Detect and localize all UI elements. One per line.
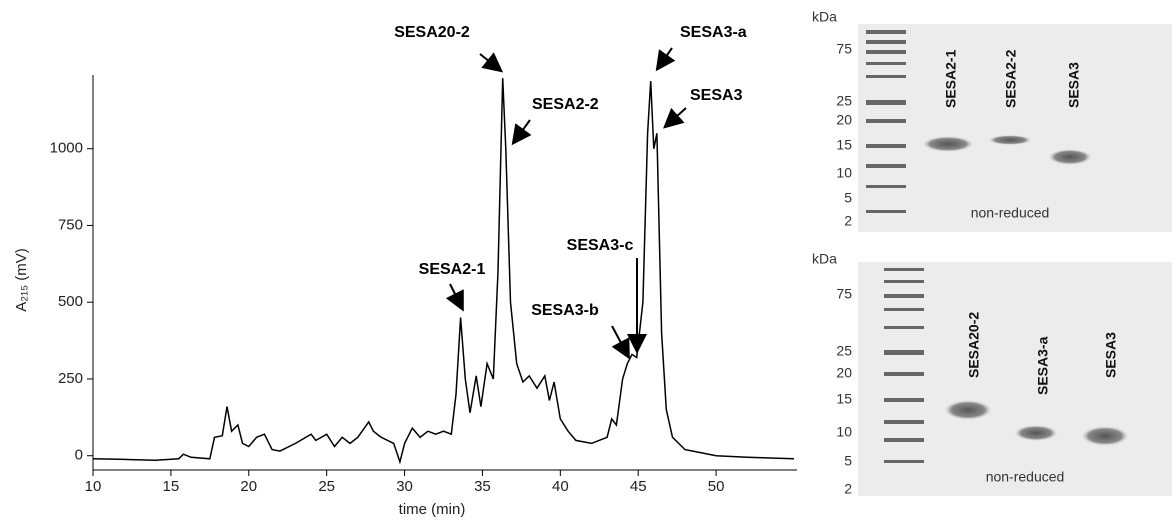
band [922, 136, 974, 152]
x-tick-label: 40 [552, 478, 569, 495]
ladder-label: 15 [836, 391, 852, 407]
annotation: SESA20-2 [394, 24, 470, 41]
lane-label: SESA20-2 [966, 312, 982, 378]
x-tick-label: 50 [708, 478, 725, 495]
y-tick-label: 0 [75, 447, 83, 464]
lane-label: SESA2-1 [943, 49, 959, 108]
annotation: SESA2-2 [532, 96, 599, 113]
annotation: SESA3-b [531, 302, 599, 319]
lane-label: SESA3 [1066, 62, 1082, 108]
ladder-label: 5 [844, 453, 852, 469]
x-tick-label: 45 [630, 478, 647, 495]
ladder-label: 20 [836, 112, 852, 128]
ladder-label: 75 [836, 286, 852, 302]
arrow [655, 47, 676, 72]
gel-unit: kDa [812, 9, 837, 25]
ladder-label: 25 [836, 343, 852, 359]
ladder-label: 75 [836, 41, 852, 57]
gel-note: non-reduced [971, 205, 1050, 221]
arrow [479, 52, 504, 73]
lane-label: SESA3-a [1035, 336, 1051, 395]
ladder-label: 2 [844, 213, 852, 229]
gel [858, 24, 1172, 232]
lane-label: SESA3 [1103, 332, 1119, 378]
arrow [511, 119, 532, 146]
annotation: SESA3 [690, 87, 743, 104]
ladder-label: 5 [844, 190, 852, 206]
y-tick-label: 1000 [50, 140, 83, 157]
arrow [445, 283, 464, 312]
arrow [611, 325, 630, 360]
ladder-label: 15 [836, 137, 852, 153]
gel-note: non-reduced [986, 469, 1065, 485]
lane-label: SESA2-2 [1003, 49, 1019, 108]
y-tick-label: 500 [58, 293, 83, 310]
x-tick-label: 35 [474, 478, 491, 495]
y-axis-label: A₂₁₅ (mV) [13, 248, 30, 312]
x-tick-label: 15 [163, 478, 180, 495]
x-tick-label: 30 [396, 478, 413, 495]
ladder [866, 30, 906, 213]
band [1014, 425, 1058, 441]
band [988, 135, 1032, 145]
ladder [884, 268, 924, 463]
ladder-label: 20 [836, 365, 852, 381]
annotation: SESA3-c [567, 237, 634, 254]
ladder-label: 10 [836, 165, 852, 181]
annotation: SESA3-a [680, 24, 747, 41]
x-tick-label: 20 [240, 478, 257, 495]
band [1048, 149, 1092, 165]
y-tick-label: 750 [58, 216, 83, 233]
x-tick-label: 25 [318, 478, 335, 495]
chromatogram-line [92, 78, 795, 465]
ladder-label: 10 [836, 424, 852, 440]
gel [858, 262, 1172, 496]
x-axis-label: time (min) [399, 501, 466, 518]
band [1081, 426, 1129, 446]
arrow [663, 107, 687, 129]
ladder-label: 2 [844, 481, 852, 497]
y-tick-label: 250 [58, 370, 83, 387]
gel-unit: kDa [812, 251, 837, 267]
annotation: SESA2-1 [419, 261, 486, 278]
band [944, 400, 992, 420]
x-tick-label: 10 [85, 478, 102, 495]
ladder-label: 25 [836, 93, 852, 109]
